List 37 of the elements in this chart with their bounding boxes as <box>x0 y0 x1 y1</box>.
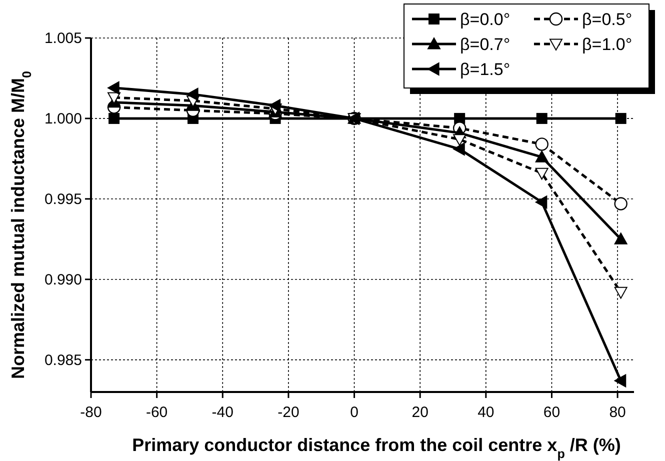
point <box>614 197 628 210</box>
y-tick-label: 1.005 <box>44 30 82 47</box>
y-tick-label: 0.985 <box>44 352 82 369</box>
point <box>614 374 626 388</box>
point <box>535 138 548 151</box>
y-tick-label: 0.990 <box>44 271 82 288</box>
point <box>453 142 465 156</box>
legend-label: β=0.7° <box>460 35 510 54</box>
point <box>108 81 120 94</box>
point <box>615 112 626 124</box>
legend-label: β=1.0° <box>582 35 632 54</box>
x-tick-label: -20 <box>278 404 300 421</box>
point <box>614 286 628 299</box>
legend-label: β=1.5° <box>460 60 510 79</box>
point <box>535 150 548 162</box>
y-tick-label: 1.000 <box>44 110 82 128</box>
point <box>453 134 466 146</box>
y-tick-label: 0.995 <box>44 190 82 208</box>
point <box>614 232 628 244</box>
x-tick-label: 0 <box>350 404 358 421</box>
point <box>186 88 198 101</box>
x-tick-label: -60 <box>146 404 168 421</box>
x-tick-label: -80 <box>80 404 102 421</box>
legend-label: β=0.5° <box>582 10 632 29</box>
point <box>536 112 548 124</box>
point <box>108 92 121 104</box>
point <box>108 112 120 124</box>
x-axis-title: Primary conductor distance from the coil centre x$_{p}$ /R (%) <box>132 435 621 461</box>
x-tick-label: 60 <box>543 404 560 421</box>
point <box>268 99 281 112</box>
x-tick-label: 20 <box>412 404 428 421</box>
x-tick-label: 40 <box>478 404 494 421</box>
legend-label: β=0.0° <box>460 10 510 29</box>
x-tick-label: 80 <box>609 404 626 421</box>
point <box>535 196 548 209</box>
point <box>535 168 548 180</box>
x-tick-label: -40 <box>212 404 234 421</box>
